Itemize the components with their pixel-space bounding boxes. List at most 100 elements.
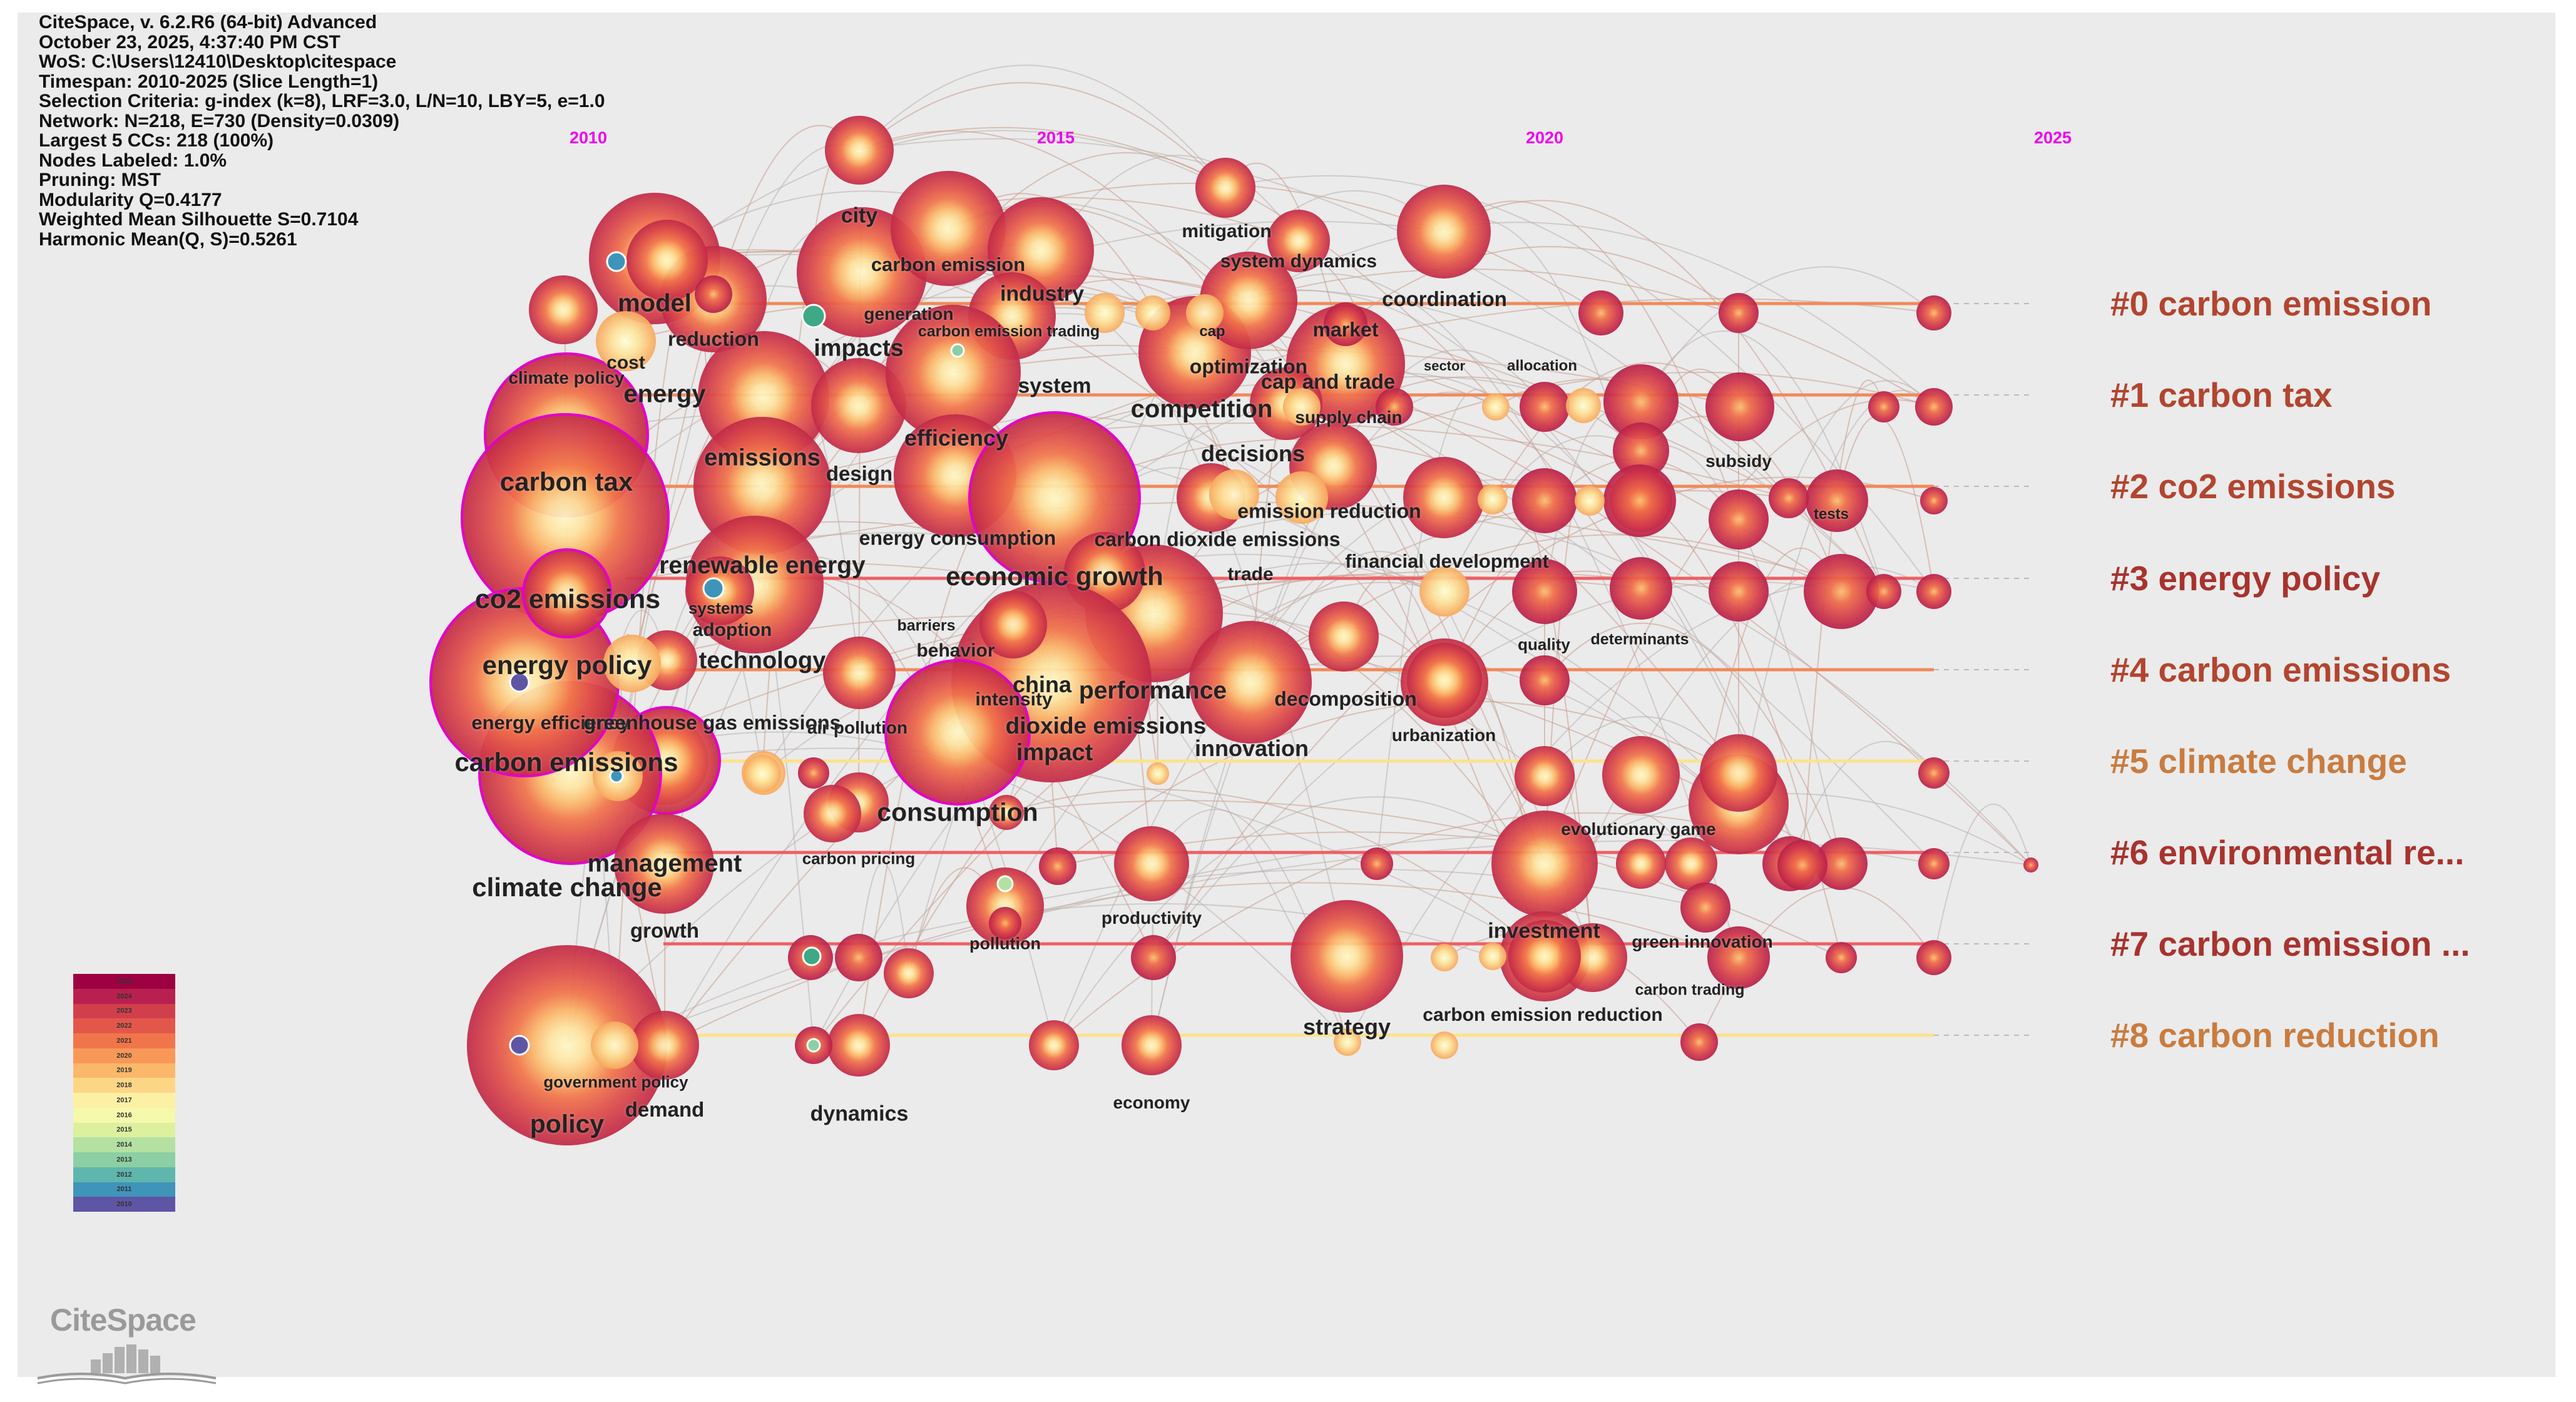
node-label[interactable]: pollution (969, 934, 1041, 953)
keyword-node[interactable] (1866, 574, 1901, 609)
keyword-node[interactable] (1769, 478, 1809, 518)
keyword-node[interactable] (886, 305, 1021, 440)
node-label[interactable]: determinants (1590, 630, 1689, 648)
node-label[interactable]: industry (999, 282, 1085, 306)
node-label[interactable]: model (618, 289, 692, 317)
keyword-node[interactable] (1419, 566, 1469, 617)
keyword-node[interactable] (1665, 837, 1717, 890)
cluster-label-6[interactable]: #6 environmental re... (2110, 833, 2465, 872)
keyword-node[interactable] (626, 220, 708, 301)
keyword-node[interactable] (1275, 471, 1328, 524)
node-label[interactable]: strategy (1302, 1014, 1391, 1040)
node-label[interactable]: consumption (877, 797, 1038, 827)
cluster-label-4[interactable]: #4 carbon emissions (2110, 650, 2451, 689)
node-label[interactable]: productivity (1101, 908, 1202, 928)
keyword-node[interactable] (1267, 210, 1330, 272)
keyword-node-early[interactable] (606, 251, 627, 272)
keyword-node[interactable] (1291, 900, 1403, 1013)
node-label[interactable]: quality (1518, 635, 1570, 654)
keyword-node[interactable] (798, 757, 829, 789)
keyword-node[interactable] (1520, 655, 1570, 705)
keyword-node[interactable] (1868, 391, 1899, 422)
keyword-node[interactable] (1575, 486, 1605, 516)
keyword-node-early[interactable] (609, 769, 624, 784)
node-label[interactable]: energy (623, 380, 706, 408)
keyword-node[interactable] (1361, 847, 1393, 880)
keyword-node[interactable] (1491, 811, 1598, 917)
keyword-node[interactable] (1039, 847, 1076, 885)
keyword-node[interactable] (603, 635, 661, 692)
keyword-node[interactable] (966, 867, 1044, 945)
keyword-node[interactable] (825, 116, 894, 185)
node-label[interactable]: carbon emission trading (917, 322, 1100, 340)
node-label[interactable]: technology (698, 647, 826, 674)
cluster-label-0[interactable]: #0 carbon emission (2110, 284, 2432, 323)
keyword-node[interactable] (1916, 295, 1951, 330)
keyword-node[interactable] (1700, 734, 1777, 812)
node-label[interactable]: carbon emissions (454, 747, 678, 777)
keyword-node-early[interactable] (801, 304, 826, 329)
node-label[interactable]: impacts (814, 335, 904, 362)
keyword-node[interactable] (1131, 935, 1176, 980)
node-label[interactable]: energy consumption (859, 526, 1056, 550)
keyword-node[interactable] (811, 358, 906, 453)
node-label[interactable]: climate change (472, 872, 662, 902)
keyword-node[interactable] (630, 1011, 699, 1080)
node-label[interactable]: co2 emissions (474, 584, 661, 615)
keyword-node[interactable] (1613, 422, 1669, 479)
keyword-node[interactable] (1918, 848, 1950, 879)
cluster-label-8[interactable]: #8 carbon reduction (2110, 1016, 2440, 1055)
keyword-node[interactable] (1512, 559, 1577, 624)
node-label[interactable]: renewable energy (659, 552, 866, 579)
cluster-label-5[interactable]: #5 climate change (2110, 742, 2407, 780)
keyword-node[interactable] (1603, 464, 1676, 537)
cluster-label-7[interactable]: #7 carbon emission ... (2110, 924, 2470, 963)
keyword-node[interactable] (693, 417, 831, 555)
node-label[interactable]: generation (864, 304, 954, 324)
keyword-node[interactable] (827, 1014, 890, 1077)
keyword-node[interactable] (1431, 944, 1458, 971)
keyword-node[interactable] (467, 945, 667, 1145)
node-label[interactable]: market (1312, 318, 1379, 341)
keyword-node[interactable] (1920, 487, 1948, 514)
node-label[interactable]: behavior (916, 640, 995, 661)
keyword-node[interactable] (1122, 1015, 1182, 1075)
node-label[interactable]: efficiency (904, 425, 1009, 451)
keyword-node[interactable] (614, 814, 714, 914)
node-label[interactable]: dynamics (810, 1102, 909, 1126)
keyword-node[interactable] (522, 548, 612, 638)
keyword-node[interactable] (591, 1021, 638, 1069)
keyword-node-early[interactable] (509, 672, 530, 693)
cluster-label-2[interactable]: #2 co2 emissions (2110, 467, 2396, 506)
node-label[interactable]: carbon trading (1635, 981, 1745, 999)
keyword-node[interactable] (1918, 757, 1950, 789)
keyword-node[interactable] (1602, 736, 1680, 814)
keyword-node[interactable] (1508, 920, 1581, 993)
keyword-node[interactable] (1309, 601, 1379, 672)
keyword-node[interactable] (804, 785, 861, 842)
node-label[interactable]: sector (1423, 358, 1466, 374)
keyword-node[interactable] (1478, 484, 1508, 514)
node-label[interactable]: urbanization (1391, 725, 1496, 745)
node-label[interactable]: intensity (975, 689, 1053, 710)
keyword-node[interactable] (823, 637, 896, 709)
keyword-node[interactable] (1334, 1028, 1361, 1056)
keyword-node[interactable] (1431, 1031, 1458, 1059)
keyword-node[interactable] (1719, 293, 1759, 333)
keyword-node[interactable] (1680, 1023, 1718, 1061)
keyword-node[interactable] (2023, 857, 2038, 872)
node-label[interactable]: dioxide emissions (1005, 713, 1207, 739)
cluster-label-3[interactable]: #3 energy policy (2110, 559, 2381, 598)
node-label[interactable]: china (1012, 672, 1072, 697)
keyword-node[interactable] (989, 907, 1021, 939)
node-label[interactable]: financial development (1345, 550, 1549, 572)
keyword-node-early[interactable] (806, 1038, 821, 1053)
keyword-node[interactable] (1616, 839, 1666, 889)
node-label[interactable]: innovation (1195, 735, 1309, 761)
keyword-node[interactable] (1804, 554, 1879, 629)
keyword-node[interactable] (1520, 382, 1570, 432)
keyword-node[interactable] (1915, 388, 1953, 426)
node-label[interactable]: systems (688, 598, 754, 618)
node-label[interactable]: climate policy (508, 368, 625, 387)
node-label[interactable]: coordination (1382, 287, 1507, 310)
